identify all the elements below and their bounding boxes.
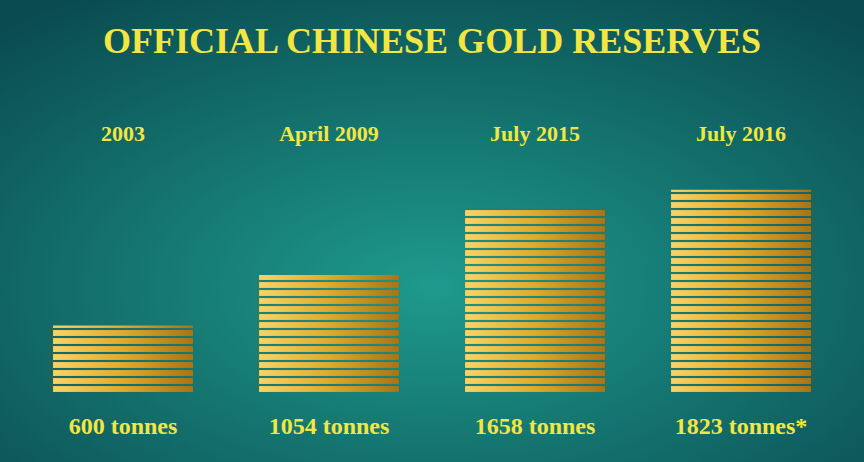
- svg-text:OFFICIAL CHINESE GOLD RESERVES: OFFICIAL CHINESE GOLD RESERVES: [103, 21, 761, 61]
- svg-text:July 2015: July 2015: [490, 121, 580, 146]
- svg-text:600 tonnes: 600 tonnes: [69, 413, 178, 439]
- svg-text:July 2016: July 2016: [696, 121, 786, 146]
- svg-text:1658 tonnes: 1658 tonnes: [475, 413, 596, 439]
- svg-text:April 2009: April 2009: [279, 121, 379, 146]
- svg-text:1823 tonnes*: 1823 tonnes*: [675, 413, 808, 439]
- svg-text:1054 tonnes: 1054 tonnes: [269, 413, 390, 439]
- svg-text:2003: 2003: [101, 121, 145, 146]
